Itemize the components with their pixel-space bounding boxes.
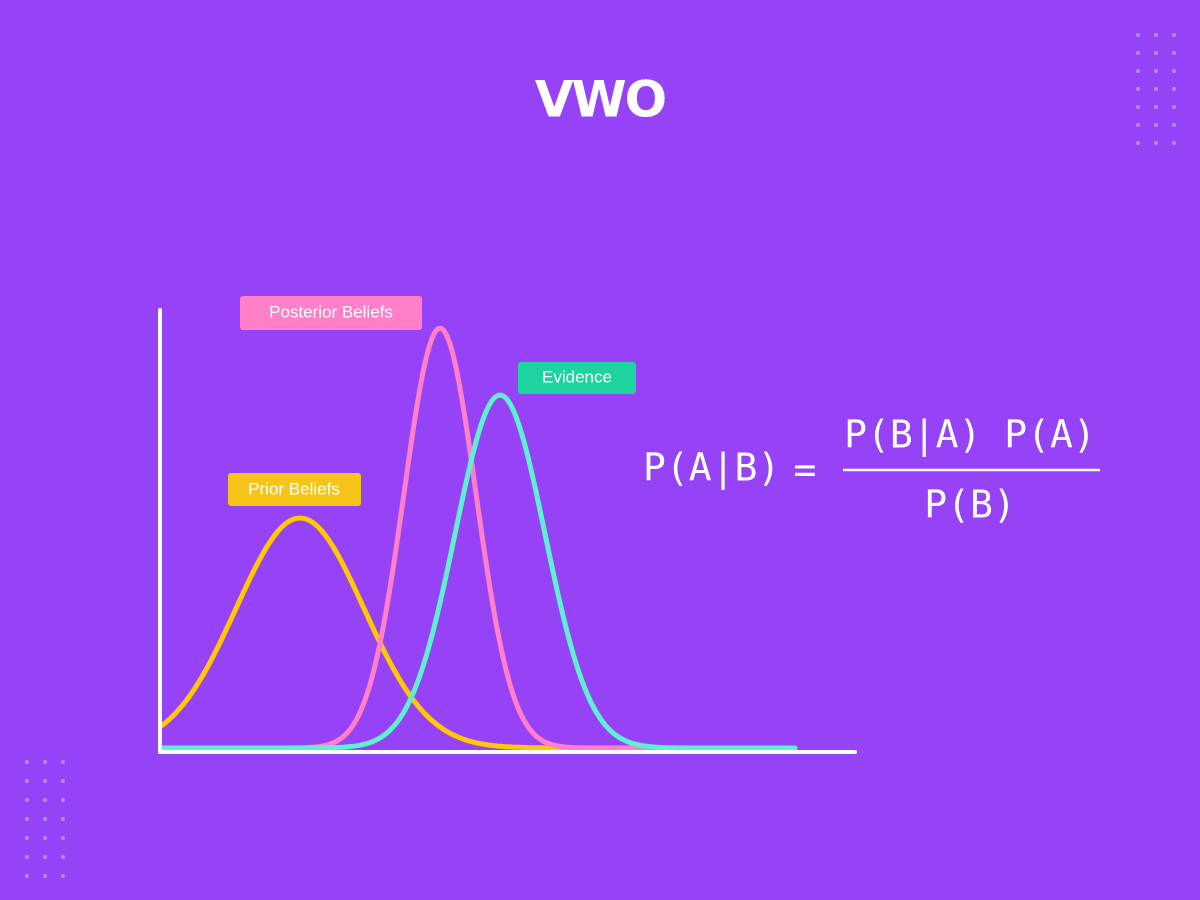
dot (1136, 51, 1140, 55)
dot (25, 874, 29, 878)
dot (61, 760, 65, 764)
dot (1154, 69, 1158, 73)
dot (43, 760, 47, 764)
dot (43, 817, 47, 821)
dot (61, 855, 65, 859)
dot (1172, 87, 1176, 91)
dot (1172, 105, 1176, 109)
logo: VWO (535, 71, 665, 129)
dot (1136, 69, 1140, 73)
dot (1136, 87, 1140, 91)
dot (1172, 51, 1176, 55)
evidence-label: Evidence (542, 367, 612, 386)
dot (25, 798, 29, 802)
dot (1154, 105, 1158, 109)
dot (43, 836, 47, 840)
dot-pattern (25, 33, 1176, 878)
dot (61, 779, 65, 783)
dot (61, 817, 65, 821)
dot (1172, 141, 1176, 145)
dot (25, 855, 29, 859)
dot (61, 798, 65, 802)
dot (1136, 33, 1140, 37)
evidence-curve (159, 392, 798, 751)
dot (1136, 141, 1140, 145)
dot (25, 779, 29, 783)
dot (1172, 69, 1176, 73)
dot (43, 855, 47, 859)
evidence-tag (518, 362, 636, 394)
dot (61, 874, 65, 878)
curves (159, 325, 798, 751)
dot (1154, 51, 1158, 55)
dot (1172, 33, 1176, 37)
dot (1136, 105, 1140, 109)
dot (43, 779, 47, 783)
dot (1154, 33, 1158, 37)
posterior-tag (240, 296, 422, 330)
prior-tag (228, 473, 361, 506)
dot (25, 836, 29, 840)
prior-label: Prior Beliefs (248, 479, 340, 498)
dot (1154, 141, 1158, 145)
formula-lhs: P(A|B) (643, 446, 780, 491)
formula-numerator: P(B|A) P(A) (844, 413, 1096, 458)
dot (43, 798, 47, 802)
dot (61, 836, 65, 840)
dot (25, 760, 29, 764)
dot (25, 817, 29, 821)
dot (1172, 123, 1176, 127)
dot (1154, 87, 1158, 91)
posterior-label: Posterior Beliefs (269, 302, 393, 321)
dot (1136, 123, 1140, 127)
dot (1154, 123, 1158, 127)
dot (43, 874, 47, 878)
formula-denominator: P(B) (924, 483, 1016, 527)
formula-equals: = (794, 448, 817, 492)
